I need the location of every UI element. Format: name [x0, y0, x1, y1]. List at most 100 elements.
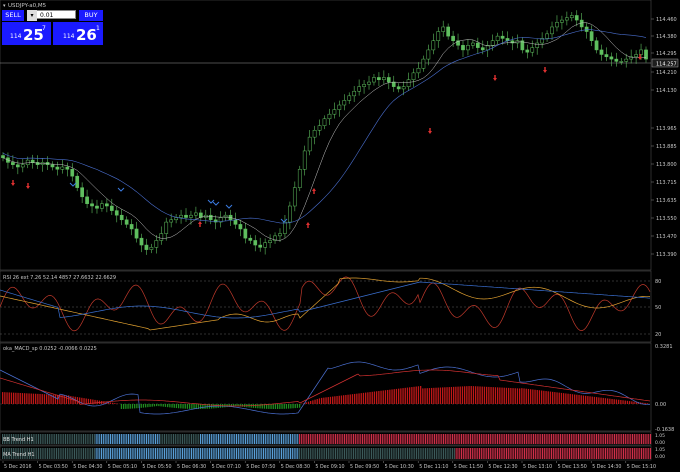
- macd-bar-positive: [602, 397, 604, 404]
- trend-bar: [182, 448, 184, 459]
- macd-bar-positive: [338, 395, 340, 404]
- candle-body: [144, 244, 149, 250]
- trend-bar: [531, 434, 533, 444]
- trend-bar: [248, 448, 250, 459]
- trend-bar: [182, 434, 184, 444]
- price-axis-label: 113.885: [656, 144, 677, 150]
- trend-bar: [75, 448, 77, 459]
- time-axis-label: 5 Dec 05:50: [142, 464, 171, 470]
- buy-button[interactable]: BUY: [79, 10, 103, 21]
- trend-bar: [192, 434, 194, 444]
- ma-trend-panel[interactable]: MA Trend H1: [0, 445, 652, 461]
- candle-body: [367, 81, 371, 85]
- trend-bar: [430, 434, 432, 444]
- trend-bar: [561, 448, 563, 459]
- trend-bar: [464, 434, 466, 444]
- candle-body: [332, 109, 337, 115]
- macd-bar-positive: [635, 401, 637, 404]
- trend-bar: [93, 434, 95, 444]
- trend-bar: [383, 434, 385, 444]
- trend-bar: [239, 434, 241, 444]
- trend-bar: [201, 448, 203, 459]
- trend-bar: [525, 448, 527, 459]
- bb-trend-panel[interactable]: BB Trend H1: [0, 431, 652, 446]
- trend-bar: [275, 434, 277, 444]
- trend-bar: [272, 434, 274, 444]
- macd-bar-negative: [120, 404, 123, 409]
- trend-bar: [81, 448, 83, 459]
- collapse-triangle-icon[interactable]: ▾: [3, 3, 6, 9]
- price-axis-label: 113.715: [656, 180, 677, 186]
- trend-bar: [207, 434, 209, 444]
- candle-body: [525, 49, 530, 53]
- trend-bar: [513, 448, 515, 459]
- macd-bar-negative: [274, 404, 277, 409]
- trend-bar: [567, 448, 569, 459]
- price-axis-label: 113.635: [656, 198, 677, 204]
- trend-bar: [421, 448, 423, 459]
- main-price-panel[interactable]: USDJPY-a0,M5 ▾: [0, 0, 652, 271]
- trend-bar: [77, 448, 79, 459]
- trend-bar: [176, 448, 178, 459]
- candle-body: [604, 54, 609, 58]
- trend-bar: [279, 434, 281, 444]
- macd-bar-positive: [24, 393, 26, 404]
- macd-bar-positive: [10, 392, 13, 404]
- trend-bar: [471, 448, 473, 459]
- trend-bar: [36, 448, 38, 459]
- trend-bar: [29, 434, 31, 444]
- macd-bar-positive: [479, 386, 481, 404]
- trend-bar: [502, 448, 504, 459]
- macd-bar-negative: [230, 404, 233, 407]
- macd-bar-positive: [437, 387, 439, 404]
- rsi-panel[interactable]: RSI 26 ext 7.26 52.14 4857 27.6632 22.66…: [0, 270, 652, 343]
- price-axis-label: 114.210: [656, 70, 677, 76]
- lot-decrease-icon[interactable]: ▾: [27, 10, 37, 21]
- macd-bar-negative: [149, 404, 151, 407]
- trend-bar: [614, 434, 616, 444]
- macd-bar-positive: [426, 388, 428, 404]
- trend-bar: [279, 448, 281, 459]
- macd-bar-positive: [574, 394, 576, 404]
- trend-bar: [3, 434, 5, 444]
- trend-bar: [576, 434, 578, 444]
- trend-bar: [326, 434, 328, 444]
- trend-bar: [592, 434, 594, 444]
- trend-bar: [45, 448, 47, 459]
- trend-bar: [128, 434, 130, 444]
- trend-bar: [84, 434, 86, 444]
- trend-bar: [50, 434, 52, 444]
- sell-button[interactable]: SELL: [2, 10, 24, 21]
- trend-bar: [362, 448, 364, 459]
- trend-bar: [304, 434, 306, 444]
- current-price-tag: [651, 58, 679, 68]
- trend-bar: [66, 448, 68, 459]
- trend-bar: [347, 448, 349, 459]
- trend-bar: [644, 448, 646, 459]
- trend-bar: [430, 448, 432, 459]
- trend-bar: [401, 448, 403, 459]
- trend-bar: [506, 434, 508, 444]
- trend-bar: [369, 448, 371, 459]
- macd-bar-positive: [468, 386, 470, 404]
- macd-bar-positive: [514, 388, 516, 404]
- trend-bar: [515, 434, 517, 444]
- trend-bar: [18, 434, 20, 444]
- trend-bar: [444, 434, 446, 444]
- macd-bar-positive: [475, 386, 477, 404]
- candle-body: [238, 224, 243, 230]
- trend-bar: [329, 434, 331, 444]
- trend-bar: [183, 448, 185, 459]
- macd-bar-positive: [373, 391, 376, 404]
- trend-bar: [502, 434, 504, 444]
- buy-price-box[interactable]: 114 26 1: [53, 22, 103, 45]
- trend-bar: [318, 434, 320, 444]
- sell-price-box[interactable]: 114 25 7: [2, 22, 51, 45]
- macd-bar-positive: [582, 395, 585, 404]
- trend-bar: [23, 448, 25, 459]
- trend-bar: [329, 448, 331, 459]
- trend-bar: [385, 448, 387, 459]
- macd-bar-positive: [398, 388, 400, 404]
- macd-panel[interactable]: oka_MACD_sp 0.0252 -0.0066 0.0225: [0, 342, 652, 432]
